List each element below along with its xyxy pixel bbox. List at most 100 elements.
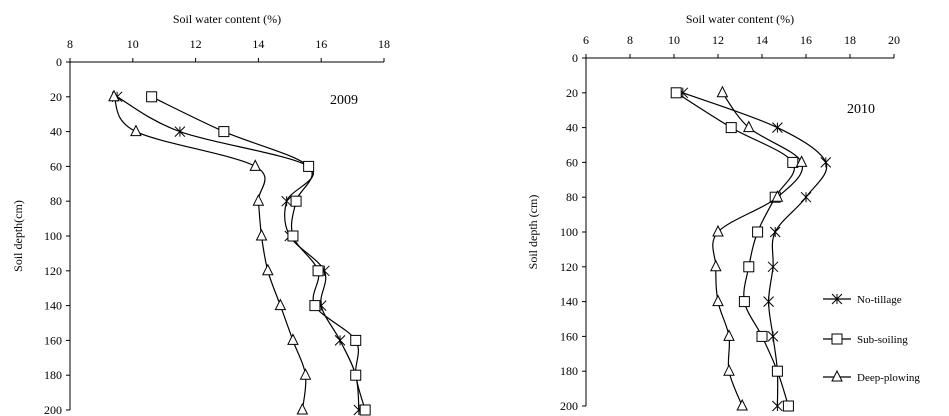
y-tick-label: 200 (560, 399, 578, 413)
panel-label: 2009 (330, 93, 358, 108)
chart-2010: 6 8 10 12 14 16 18 2002040608010012014016018020… (526, 12, 920, 413)
data-point-triangle (723, 364, 735, 376)
data-point-triangle (296, 402, 309, 415)
data-point-square (218, 126, 230, 138)
y-tick-label: 20 (566, 86, 578, 100)
data-point-triangle (274, 298, 287, 311)
y-tick-label: 60 (566, 155, 578, 169)
y-tick-label: 100 (44, 229, 62, 243)
y-axis-title: Soil depth (cm) (526, 195, 540, 270)
data-point-square (787, 156, 799, 168)
y-tick-label: 40 (566, 121, 578, 135)
series-star (677, 87, 832, 412)
data-point-triangle (795, 155, 808, 167)
data-point-triangle (709, 259, 722, 272)
series-line-square (675, 92, 795, 407)
y-tick-label: 160 (44, 333, 62, 347)
x-tick-label: 12 (712, 33, 724, 47)
series-star (111, 91, 365, 416)
data-point-triangle (262, 263, 274, 276)
series-line-star (116, 96, 360, 411)
legend-label: Deep-plowing (857, 372, 920, 384)
y-tick-label: 40 (50, 125, 62, 139)
data-point-square (738, 296, 750, 308)
x-tick-label: 10 (127, 37, 139, 51)
data-point-star (800, 191, 812, 203)
data-point-square (287, 230, 299, 242)
y-tick-label: 180 (44, 368, 62, 382)
chart-2009: 8 10 12 14 16 18020406080100120140160180200So… (11, 12, 390, 416)
data-point-square (303, 160, 315, 172)
data-point-triangle (252, 194, 265, 206)
series-triangle (709, 85, 808, 411)
legend-label: Sub-soiling (857, 334, 908, 346)
data-point-triangle (287, 333, 299, 345)
data-point-triangle (108, 89, 120, 102)
series-line-square (151, 96, 366, 411)
y-tick-label: 140 (44, 299, 62, 313)
y-tick-label: 120 (560, 260, 578, 274)
data-point-square (670, 87, 682, 99)
y-tick-label: 160 (560, 329, 578, 343)
data-point-star (769, 226, 781, 238)
y-axis-title: Soil depth(cm) (11, 200, 25, 272)
data-point-square (359, 404, 371, 416)
data-point-square (756, 330, 768, 342)
legend-marker-star (831, 293, 843, 305)
y-tick-label: 20 (50, 90, 62, 104)
x-tick-label: 8 (67, 37, 73, 51)
data-point-triangle (716, 85, 729, 98)
series-triangle (108, 89, 312, 415)
data-point-square (743, 261, 755, 273)
legend-label: No-tillage (857, 294, 902, 306)
x-tick-label: 14 (756, 33, 768, 47)
data-point-square (146, 91, 158, 103)
y-tick-label: 0 (56, 55, 62, 69)
series-line-star (682, 92, 828, 407)
data-point-triangle (712, 294, 724, 307)
x-axis-title: Soil water content (%) (173, 12, 281, 26)
data-point-square (752, 226, 764, 238)
y-tick-label: 60 (50, 159, 62, 173)
data-point-triangle (736, 398, 749, 411)
series-square (146, 91, 371, 416)
data-point-triangle (723, 329, 735, 341)
data-point-triangle (255, 228, 268, 241)
x-tick-label: 16 (315, 37, 327, 51)
data-point-square (309, 300, 321, 312)
data-point-star (334, 335, 346, 346)
data-point-triangle (130, 124, 142, 137)
data-point-square (725, 122, 737, 134)
x-tick-label: 10 (668, 33, 680, 47)
data-point-triangle (712, 224, 724, 237)
x-tick-label: 8 (627, 33, 633, 47)
data-point-triangle (299, 368, 312, 380)
data-point-triangle (249, 159, 262, 171)
data-point-star (772, 122, 783, 133)
y-tick-label: 200 (44, 403, 62, 416)
y-tick-label: 140 (560, 295, 578, 309)
series-square (670, 87, 799, 412)
data-point-square (350, 334, 362, 346)
data-point-star (772, 400, 783, 412)
x-tick-label: 20 (888, 33, 900, 47)
x-tick-label: 18 (378, 37, 390, 51)
y-tick-label: 120 (44, 264, 62, 278)
data-point-square (350, 369, 362, 381)
data-point-square (782, 400, 794, 412)
legend: No-tillage Sub-soiling Deep-plowing (823, 293, 920, 384)
data-point-triangle (771, 190, 784, 202)
y-tick-label: 0 (572, 51, 578, 65)
legend-marker-triangle (831, 369, 843, 382)
data-point-star (767, 261, 779, 273)
x-tick-label: 18 (844, 33, 856, 47)
y-tick-label: 80 (566, 190, 578, 204)
data-point-star (820, 157, 832, 168)
series-line-triangle (113, 96, 307, 411)
data-point-star (763, 296, 774, 307)
y-tick-label: 100 (560, 225, 578, 239)
data-point-square (290, 195, 302, 207)
data-point-star (767, 331, 779, 342)
data-point-triangle (742, 120, 755, 133)
